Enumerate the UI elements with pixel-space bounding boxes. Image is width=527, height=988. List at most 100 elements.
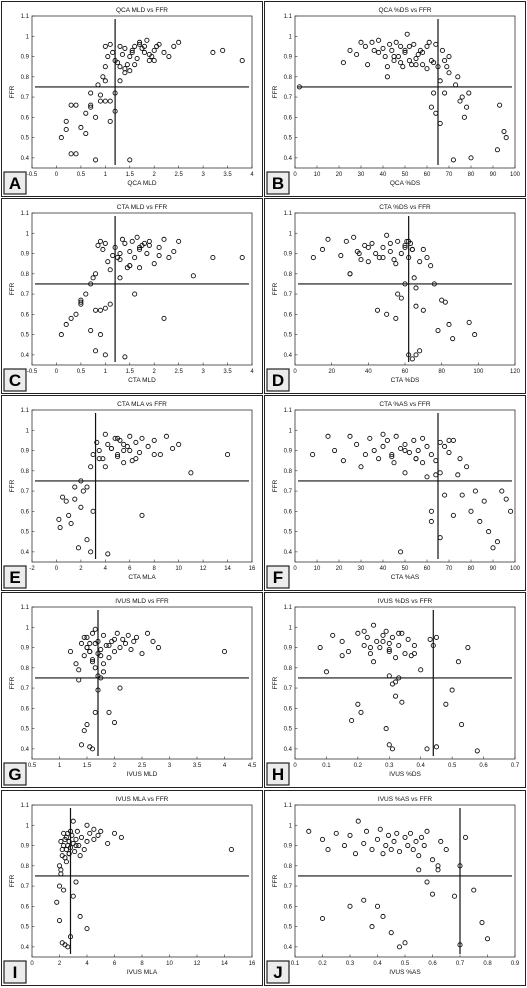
data-point bbox=[210, 255, 216, 261]
y-tick-label: 1.1 bbox=[21, 408, 30, 414]
y-tick-label: 0.9 bbox=[21, 449, 30, 455]
x-axis-label: CTA %DS bbox=[391, 377, 420, 384]
data-point bbox=[464, 464, 470, 470]
data-point bbox=[402, 242, 408, 248]
data-point bbox=[339, 653, 345, 659]
data-point bbox=[358, 709, 364, 715]
data-point bbox=[437, 78, 443, 84]
x-tick-label: 6 bbox=[113, 961, 117, 967]
y-axis-label: FFR bbox=[272, 479, 279, 492]
data-point bbox=[437, 470, 443, 476]
data-point bbox=[411, 437, 417, 443]
plot-area bbox=[31, 15, 253, 169]
data-point bbox=[72, 849, 78, 855]
data-point bbox=[418, 834, 425, 840]
data-point bbox=[96, 456, 102, 462]
data-point bbox=[402, 244, 408, 251]
data-point bbox=[117, 685, 123, 691]
data-point bbox=[56, 883, 63, 889]
data-point bbox=[56, 863, 63, 869]
x-tick-label: 4.5 bbox=[248, 763, 257, 769]
data-point bbox=[449, 687, 455, 693]
data-point bbox=[107, 41, 113, 47]
data-point bbox=[93, 271, 99, 277]
data-point bbox=[68, 151, 74, 157]
x-tick-label: 0 bbox=[55, 369, 59, 375]
y-axis-label: FFR bbox=[9, 479, 16, 492]
panel-letter: C bbox=[9, 371, 21, 390]
data-point bbox=[402, 834, 408, 840]
x-tick-label: 90 bbox=[490, 566, 497, 572]
data-point bbox=[371, 447, 377, 454]
data-point bbox=[479, 919, 485, 926]
panel-letter: D bbox=[272, 371, 284, 390]
data-point bbox=[115, 60, 121, 66]
x-tick-label: 3 bbox=[201, 369, 205, 375]
y-tick-label: 1.1 bbox=[21, 605, 30, 611]
data-point bbox=[340, 458, 346, 464]
data-point bbox=[391, 257, 397, 263]
data-point bbox=[111, 830, 118, 836]
data-point bbox=[105, 551, 111, 557]
x-tick-label: 70 bbox=[446, 172, 453, 178]
data-point bbox=[394, 830, 400, 836]
data-point bbox=[395, 238, 401, 244]
data-point bbox=[132, 43, 138, 49]
data-point bbox=[438, 838, 444, 845]
data-point bbox=[387, 240, 393, 246]
data-point bbox=[146, 58, 152, 64]
x-tick-label: 100 bbox=[510, 566, 521, 572]
y-tick-label: 0.4 bbox=[21, 156, 30, 162]
data-point bbox=[102, 64, 108, 70]
data-point bbox=[128, 647, 134, 653]
data-point bbox=[151, 58, 157, 64]
y-tick-label: 0.9 bbox=[21, 252, 30, 258]
data-point bbox=[387, 41, 393, 47]
data-point bbox=[393, 655, 399, 661]
chart-svg: IVUS MLA vs FFR 0 2 4 6 8 10 12 14 16 0.4 0.5 0.6 0.7… bbox=[3, 796, 256, 984]
data-point bbox=[465, 644, 471, 651]
data-point bbox=[340, 60, 346, 66]
data-point bbox=[409, 246, 415, 253]
x-tick-label: 80 bbox=[438, 369, 445, 375]
data-point bbox=[88, 464, 94, 470]
chart-svg: QCA MLD vs FFR -0.5 0 0.5 1 1.5 2 2.5 3 3.5 4 0.4 0.… bbox=[3, 7, 254, 195]
y-tick-label: 0.5 bbox=[21, 727, 30, 733]
y-tick-label: 0.5 bbox=[21, 530, 30, 536]
y-tick-label: 0.8 bbox=[21, 469, 30, 475]
x-tick-label: 10 bbox=[314, 566, 321, 572]
panel-letter: A bbox=[9, 174, 21, 193]
data-point bbox=[450, 437, 456, 443]
data-point bbox=[190, 273, 196, 279]
x-tick-label: 1.5 bbox=[126, 369, 135, 375]
data-point bbox=[428, 508, 434, 514]
data-point bbox=[98, 647, 104, 653]
data-point bbox=[396, 849, 403, 855]
data-point bbox=[91, 826, 97, 832]
y-tick-label: 1 bbox=[289, 231, 293, 237]
data-point bbox=[420, 460, 426, 466]
y-tick-label: 0.5 bbox=[21, 333, 30, 339]
y-tick-label: 1.1 bbox=[284, 408, 293, 414]
data-point bbox=[367, 644, 373, 651]
y-tick-label: 0.4 bbox=[21, 550, 30, 556]
data-point bbox=[442, 58, 448, 64]
panel-letter-box bbox=[3, 368, 27, 392]
x-tick-label: 0.3 bbox=[385, 763, 394, 769]
y-axis-label: FFR bbox=[272, 85, 279, 98]
data-point bbox=[63, 498, 69, 504]
data-point bbox=[386, 742, 392, 748]
x-tick-label: 0.7 bbox=[456, 961, 465, 967]
data-point bbox=[151, 452, 157, 458]
data-point bbox=[92, 709, 98, 715]
data-point bbox=[127, 447, 133, 454]
x-tick-label: -0.5 bbox=[27, 369, 38, 375]
data-point bbox=[411, 642, 417, 649]
x-tick-label: 12 bbox=[194, 961, 201, 967]
data-point bbox=[228, 847, 234, 853]
data-point bbox=[411, 275, 417, 281]
data-point bbox=[402, 47, 408, 54]
data-point bbox=[406, 58, 412, 64]
data-point bbox=[58, 867, 64, 873]
panel-letter-box bbox=[3, 762, 27, 786]
